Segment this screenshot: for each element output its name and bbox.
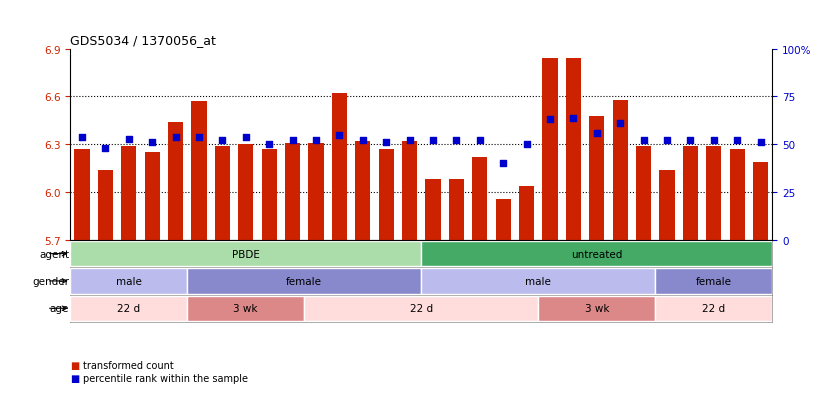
Point: [403, 138, 416, 145]
Point: [614, 121, 627, 127]
Point: [449, 138, 463, 145]
Point: [75, 134, 88, 141]
Bar: [589, 116, 605, 240]
Point: [286, 138, 299, 145]
Text: 22 d: 22 d: [117, 304, 140, 313]
Bar: [192, 102, 206, 240]
Point: [169, 134, 183, 141]
Point: [544, 117, 557, 123]
Bar: [659, 171, 675, 240]
Bar: [421, 269, 655, 294]
Bar: [308, 143, 324, 240]
Bar: [402, 142, 417, 240]
Point: [145, 140, 159, 146]
Bar: [543, 59, 558, 240]
Point: [122, 136, 135, 142]
Point: [380, 140, 393, 146]
Text: GDS5034 / 1370056_at: GDS5034 / 1370056_at: [70, 34, 216, 47]
Bar: [655, 269, 772, 294]
Text: transformed count: transformed count: [83, 361, 173, 370]
Bar: [613, 100, 628, 240]
Text: 22 d: 22 d: [702, 304, 725, 313]
Bar: [729, 150, 745, 240]
Point: [426, 138, 439, 145]
Bar: [683, 147, 698, 240]
Bar: [188, 269, 421, 294]
Point: [263, 142, 276, 148]
Point: [216, 138, 229, 145]
Text: female: female: [287, 276, 322, 286]
Point: [192, 134, 206, 141]
Point: [637, 138, 650, 145]
Point: [590, 130, 603, 137]
Point: [309, 138, 322, 145]
Bar: [70, 296, 188, 321]
Text: percentile rank within the sample: percentile rank within the sample: [83, 373, 248, 383]
Bar: [215, 147, 230, 240]
Bar: [706, 147, 721, 240]
Bar: [496, 199, 510, 240]
Bar: [304, 296, 539, 321]
Point: [730, 138, 743, 145]
Bar: [97, 171, 113, 240]
Text: gender: gender: [32, 276, 69, 286]
Bar: [332, 94, 347, 240]
Bar: [566, 59, 581, 240]
Point: [496, 161, 510, 167]
Bar: [655, 296, 772, 321]
Bar: [539, 296, 655, 321]
Point: [240, 134, 253, 141]
Point: [567, 115, 580, 121]
Bar: [753, 162, 768, 240]
Text: age: age: [50, 304, 69, 313]
Text: PBDE: PBDE: [232, 249, 259, 259]
Bar: [145, 153, 159, 240]
Text: 3 wk: 3 wk: [585, 304, 609, 313]
Bar: [70, 242, 421, 266]
Text: 3 wk: 3 wk: [234, 304, 258, 313]
Point: [684, 138, 697, 145]
Text: untreated: untreated: [571, 249, 623, 259]
Bar: [121, 147, 136, 240]
Point: [99, 145, 112, 152]
Bar: [636, 147, 651, 240]
Bar: [262, 150, 277, 240]
Text: female: female: [695, 276, 732, 286]
Bar: [168, 123, 183, 240]
Bar: [285, 143, 300, 240]
Point: [356, 138, 369, 145]
Point: [707, 138, 720, 145]
Bar: [449, 180, 464, 240]
Point: [473, 138, 487, 145]
Bar: [472, 158, 487, 240]
Text: ■: ■: [70, 373, 79, 383]
Bar: [70, 269, 188, 294]
Bar: [238, 145, 254, 240]
Text: agent: agent: [39, 249, 69, 259]
Bar: [355, 142, 370, 240]
Bar: [519, 186, 534, 240]
Text: male: male: [116, 276, 141, 286]
Bar: [425, 180, 440, 240]
Text: ■: ■: [70, 361, 79, 370]
Text: male: male: [525, 276, 551, 286]
Bar: [421, 242, 772, 266]
Bar: [188, 296, 304, 321]
Text: 22 d: 22 d: [410, 304, 433, 313]
Bar: [378, 150, 394, 240]
Point: [754, 140, 767, 146]
Point: [333, 132, 346, 139]
Point: [660, 138, 673, 145]
Bar: [74, 150, 89, 240]
Point: [520, 142, 534, 148]
